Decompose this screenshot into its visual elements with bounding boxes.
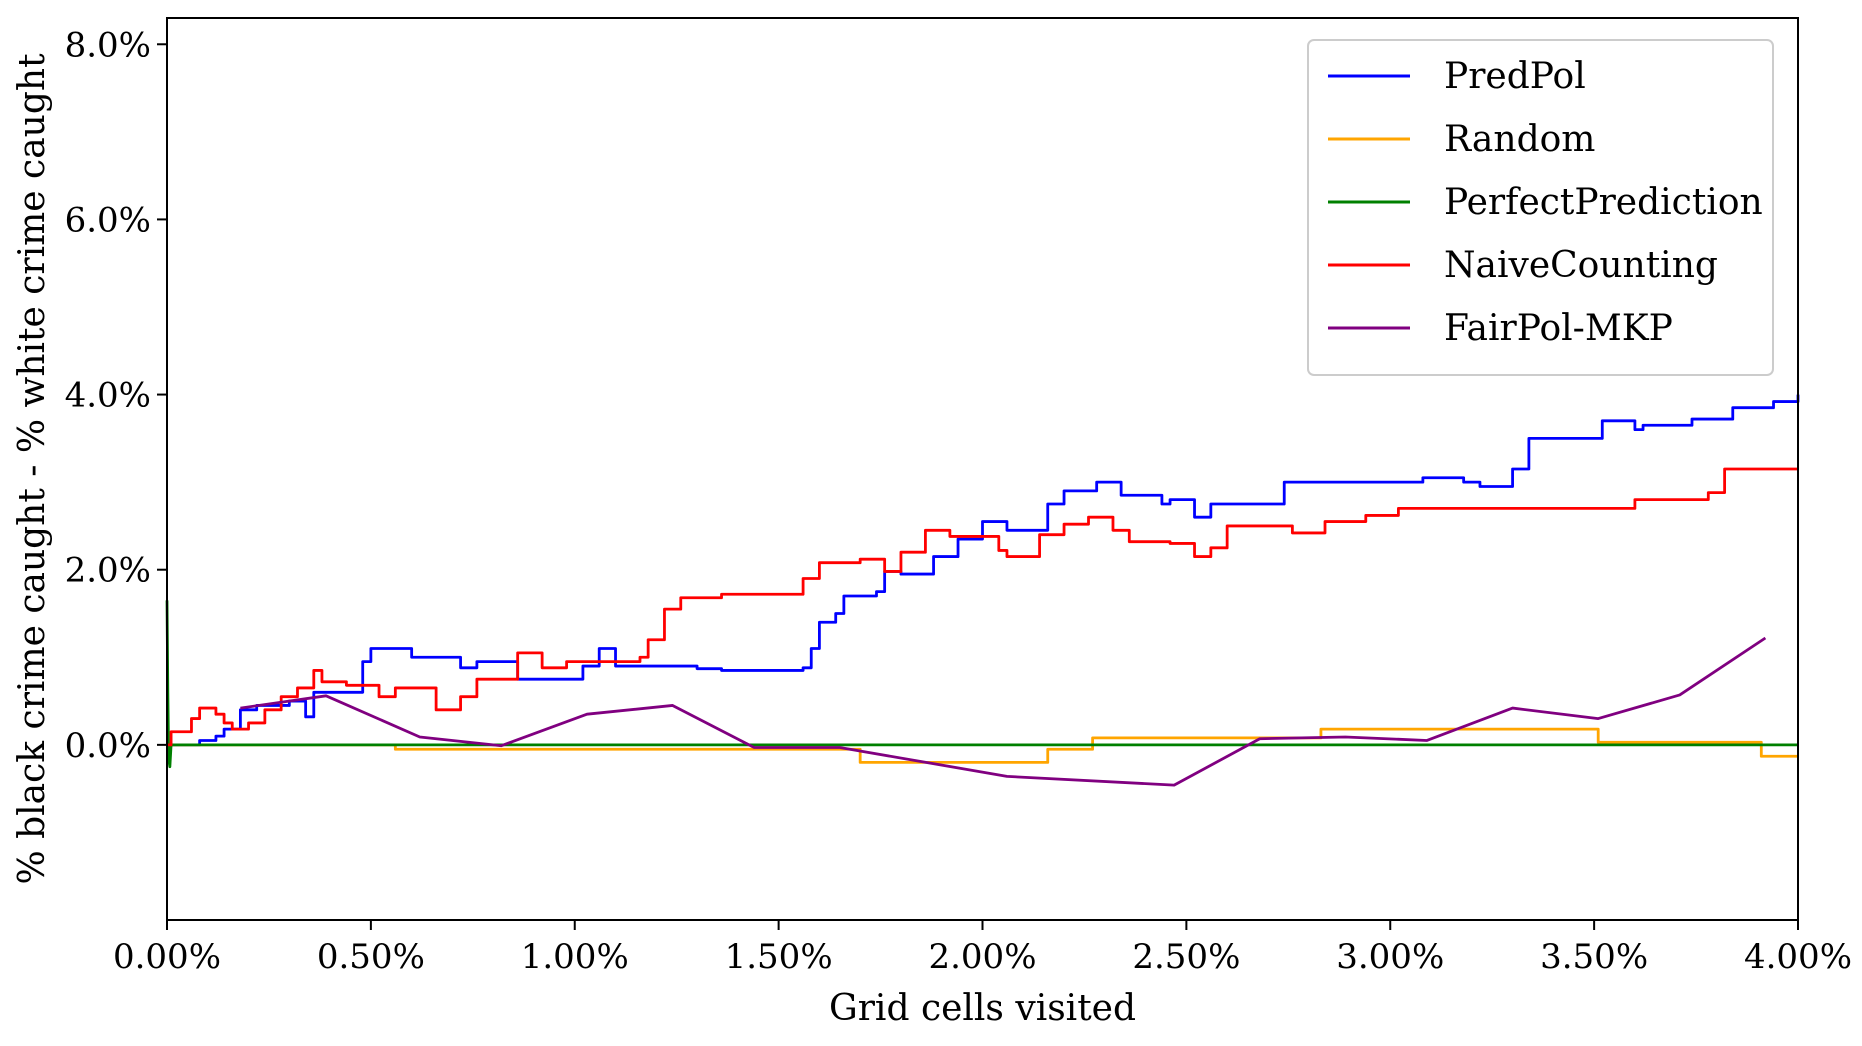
y-tick-label: 2.0% (65, 551, 151, 591)
y-tick-label: 6.0% (65, 200, 151, 240)
legend-label: FairPol-MKP (1444, 308, 1673, 349)
x-tick-label: 3.00% (1336, 937, 1444, 977)
series-lines (165, 394, 1800, 787)
axis-ticks: 0.00% 0.50% 1.00% 1.50% 2.00% 2.50% 3.00% 3.50%… (65, 25, 1852, 977)
legend-box (1307, 39, 1774, 376)
x-axis-label: Grid cells visited (829, 988, 1136, 1029)
legend-label: PerfectPrediction (1444, 182, 1763, 223)
legend-label: PredPol (1444, 56, 1586, 97)
legend-label: NaiveCounting (1444, 245, 1718, 286)
series-line-random (167, 727, 1798, 764)
y-tick-label: 0.0% (65, 726, 151, 766)
x-tick-label: 1.50% (725, 937, 833, 977)
x-tick-label: 4.00% (1744, 937, 1852, 977)
series-line-fairpol-mkp (240, 636, 1767, 787)
series-line-perfectprediction (165, 600, 1798, 769)
y-tick-label: 8.0% (65, 25, 151, 65)
x-tick-label: 3.50% (1540, 937, 1648, 977)
y-axis-label: % black crime caught - % white crime cau… (12, 53, 53, 885)
legend: PredPol Random PerfectPrediction NaiveCount… (1307, 39, 1774, 376)
y-tick-label: 4.0% (65, 376, 151, 416)
x-tick-label: 0.00% (113, 937, 221, 977)
legend-label: Random (1444, 119, 1595, 160)
x-tick-label: 0.50% (317, 937, 425, 977)
x-tick-label: 2.50% (1132, 937, 1240, 977)
x-tick-label: 2.00% (928, 937, 1036, 977)
x-tick-label: 1.00% (521, 937, 629, 977)
series-line-predpol (167, 394, 1800, 747)
series-line-naivecounting (167, 467, 1798, 747)
